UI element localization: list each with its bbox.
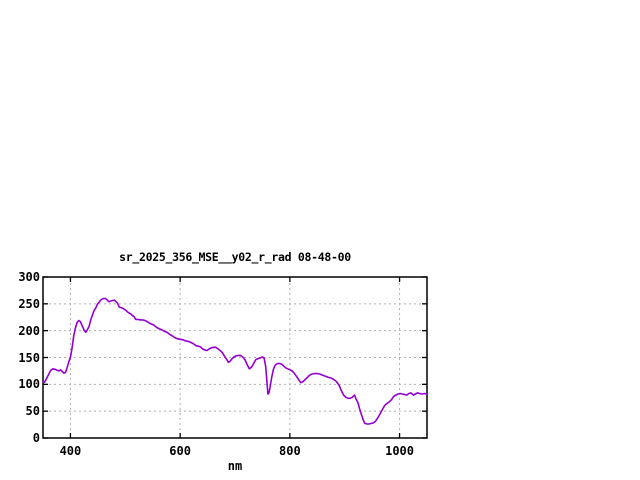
x-tick-label: 400 bbox=[59, 444, 82, 458]
x-tick-label: 800 bbox=[279, 444, 301, 458]
y-tick-label: 150 bbox=[18, 350, 40, 365]
x-tick-label: 1000 bbox=[385, 444, 415, 458]
chart-title: sr_2025_356_MSE__y02_r_rad 08-48-00 bbox=[119, 250, 351, 264]
y-tick-label: 200 bbox=[18, 323, 40, 338]
y-tick-label: 100 bbox=[18, 377, 40, 392]
spectrum-curve bbox=[42, 297, 428, 425]
plot-border bbox=[42, 276, 428, 439]
y-tick-label: 0 bbox=[32, 431, 40, 445]
x-axis-label: nm bbox=[227, 459, 243, 473]
y-tick-label: 250 bbox=[18, 296, 40, 311]
y-tick-label: 300 bbox=[18, 270, 40, 284]
x-tick-label: 600 bbox=[169, 444, 191, 458]
y-tick-label: 50 bbox=[25, 404, 40, 419]
